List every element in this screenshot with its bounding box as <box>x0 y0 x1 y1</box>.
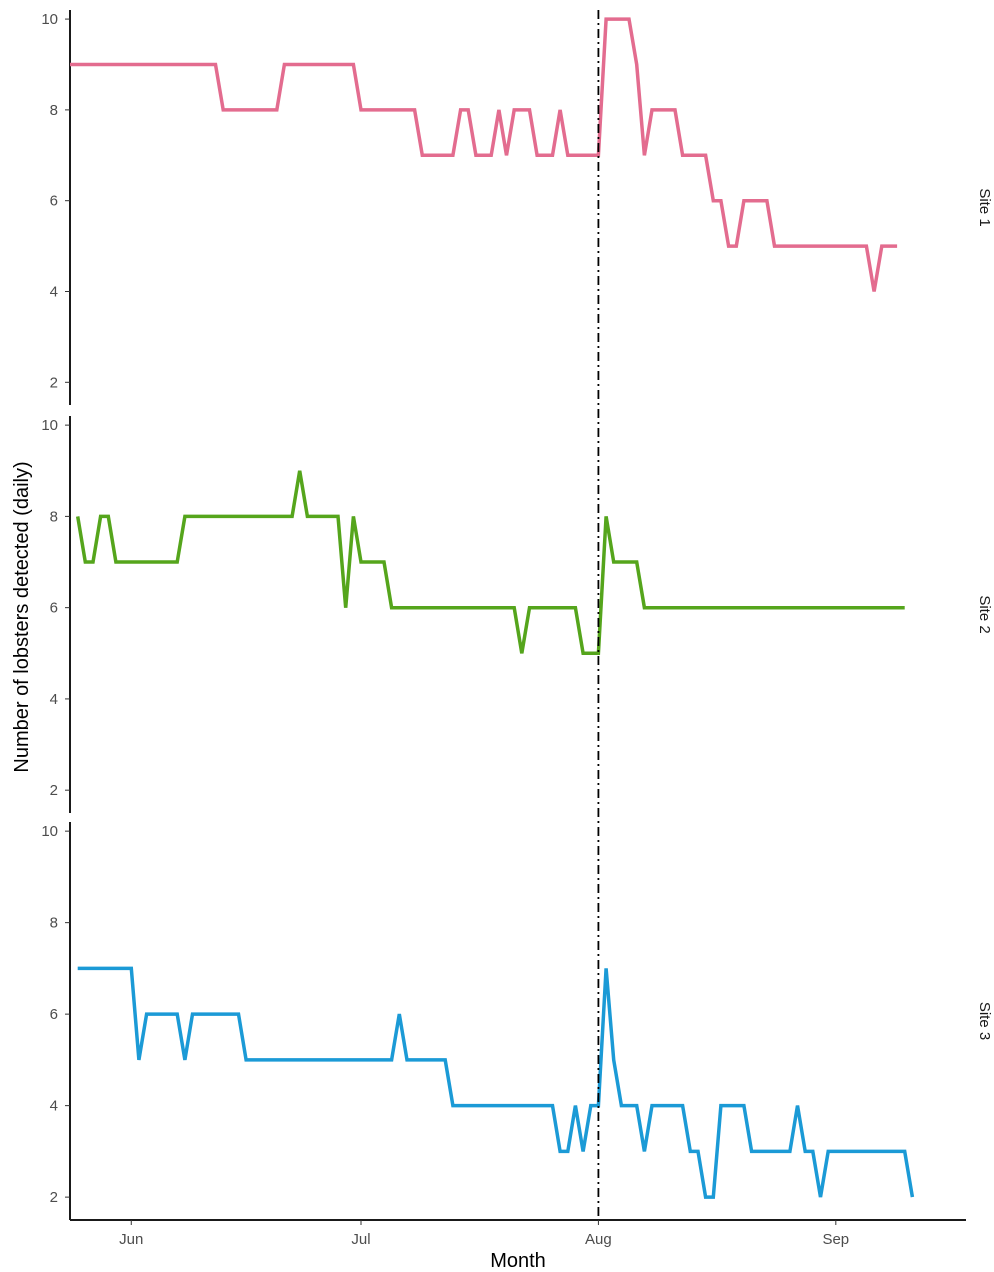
series-line-site-1 <box>70 17 898 292</box>
x-tick-label: Jun <box>119 1231 143 1248</box>
y-tick-label: 4 <box>50 691 58 708</box>
facet-panel-3: 2 4 6 8 10 Site 3 <box>41 822 993 1220</box>
x-tick-label: Aug <box>585 1231 612 1248</box>
y-tick-label: 4 <box>50 283 58 300</box>
series-line-site-2 <box>75 470 905 656</box>
y-tick-label: 10 <box>41 417 58 434</box>
y-tick-label: 6 <box>50 193 58 210</box>
y-axis-title: Number of lobsters detected (daily) <box>11 461 33 772</box>
y-tick-label: 8 <box>50 508 58 525</box>
x-tick-label: Jul <box>351 1231 370 1248</box>
x-tick-label: Sep <box>822 1231 849 1248</box>
series-line-site-3 <box>77 966 915 1199</box>
y-tick-label: 8 <box>50 915 58 932</box>
y-tick-label: 10 <box>41 11 58 28</box>
y-tick-label: 10 <box>41 823 58 840</box>
x-axis: Jun Jul Aug Sep <box>70 1219 966 1248</box>
y-tick-label: 2 <box>50 1189 58 1206</box>
facet-strip-label: Site 1 <box>976 188 993 226</box>
x-axis-title: Month <box>490 1250 546 1272</box>
y-tick-label: 6 <box>50 600 58 617</box>
facet-strip-label: Site 2 <box>976 595 993 633</box>
y-tick-label: 2 <box>50 374 58 391</box>
y-tick-label: 2 <box>50 782 58 799</box>
facet-panel-2: 2 4 6 8 10 Site 2 <box>41 416 993 813</box>
y-tick-label: 8 <box>50 102 58 119</box>
y-tick-label: 4 <box>50 1098 58 1115</box>
y-tick-label: 6 <box>50 1006 58 1023</box>
facet-panels: 2 4 6 8 10 Site 1 2 4 6 8 10 Site 2 2 4 6 8 10 Site 3 <box>41 10 993 1220</box>
facet-panel-1: 2 4 6 8 10 Site 1 <box>41 10 993 405</box>
facet-strip-label: Site 3 <box>976 1002 993 1040</box>
